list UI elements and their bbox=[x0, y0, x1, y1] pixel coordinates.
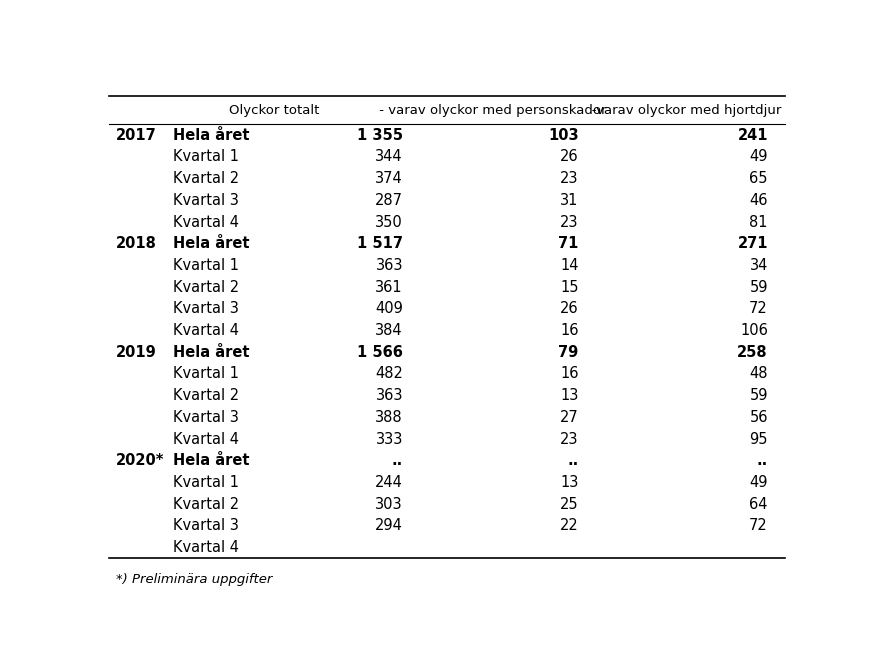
Text: 16: 16 bbox=[560, 366, 579, 382]
Text: Hela året: Hela året bbox=[174, 454, 249, 468]
Text: 26: 26 bbox=[560, 301, 579, 317]
Text: 23: 23 bbox=[560, 215, 579, 229]
Text: Kvartal 4: Kvartal 4 bbox=[174, 215, 239, 229]
Text: Kvartal 2: Kvartal 2 bbox=[174, 171, 239, 186]
Text: Hela året: Hela året bbox=[174, 345, 249, 360]
Text: 13: 13 bbox=[561, 475, 579, 490]
Text: 363: 363 bbox=[376, 258, 403, 273]
Text: 2019: 2019 bbox=[116, 345, 156, 360]
Text: ..: .. bbox=[392, 454, 403, 468]
Text: 71: 71 bbox=[558, 236, 579, 251]
Text: 244: 244 bbox=[375, 475, 403, 490]
Text: 409: 409 bbox=[375, 301, 403, 317]
Text: Kvartal 4: Kvartal 4 bbox=[174, 323, 239, 338]
Text: 2020*: 2020* bbox=[116, 454, 164, 468]
Text: 49: 49 bbox=[749, 475, 768, 490]
Text: 303: 303 bbox=[375, 497, 403, 512]
Text: Kvartal 2: Kvartal 2 bbox=[174, 497, 239, 512]
Text: 65: 65 bbox=[749, 171, 768, 186]
Text: 344: 344 bbox=[375, 150, 403, 164]
Text: 22: 22 bbox=[560, 519, 579, 533]
Text: 482: 482 bbox=[375, 366, 403, 382]
Text: 363: 363 bbox=[376, 389, 403, 403]
Text: 31: 31 bbox=[561, 193, 579, 208]
Text: 1 355: 1 355 bbox=[357, 127, 403, 143]
Text: 46: 46 bbox=[749, 193, 768, 208]
Text: 1 566: 1 566 bbox=[358, 345, 403, 360]
Text: 241: 241 bbox=[738, 127, 768, 143]
Text: 25: 25 bbox=[560, 497, 579, 512]
Text: 72: 72 bbox=[749, 301, 768, 317]
Text: 374: 374 bbox=[375, 171, 403, 186]
Text: Kvartal 1: Kvartal 1 bbox=[174, 150, 239, 164]
Text: 72: 72 bbox=[749, 519, 768, 533]
Text: Kvartal 3: Kvartal 3 bbox=[174, 301, 239, 317]
Text: 2017: 2017 bbox=[116, 127, 156, 143]
Text: 14: 14 bbox=[560, 258, 579, 273]
Text: Kvartal 1: Kvartal 1 bbox=[174, 258, 239, 273]
Text: 56: 56 bbox=[749, 410, 768, 425]
Text: Kvartal 2: Kvartal 2 bbox=[174, 389, 239, 403]
Text: 95: 95 bbox=[749, 431, 768, 447]
Text: 49: 49 bbox=[749, 150, 768, 164]
Text: 103: 103 bbox=[548, 127, 579, 143]
Text: 79: 79 bbox=[558, 345, 579, 360]
Text: 361: 361 bbox=[375, 280, 403, 295]
Text: 27: 27 bbox=[560, 410, 579, 425]
Text: ..: .. bbox=[757, 454, 768, 468]
Text: Kvartal 1: Kvartal 1 bbox=[174, 475, 239, 490]
Text: 15: 15 bbox=[560, 280, 579, 295]
Text: Kvartal 2: Kvartal 2 bbox=[174, 280, 239, 295]
Text: 1 517: 1 517 bbox=[357, 236, 403, 251]
Text: 23: 23 bbox=[560, 171, 579, 186]
Text: -varav olyckor med hjortdjur: -varav olyckor med hjortdjur bbox=[579, 104, 781, 117]
Text: 26: 26 bbox=[560, 150, 579, 164]
Text: Hela året: Hela året bbox=[174, 236, 249, 251]
Text: 23: 23 bbox=[560, 431, 579, 447]
Text: Olyckor totalt: Olyckor totalt bbox=[229, 104, 320, 117]
Text: 59: 59 bbox=[749, 389, 768, 403]
Text: Hela året: Hela året bbox=[174, 127, 249, 143]
Text: 2018: 2018 bbox=[116, 236, 157, 251]
Text: 271: 271 bbox=[738, 236, 768, 251]
Text: 34: 34 bbox=[750, 258, 768, 273]
Text: Kvartal 3: Kvartal 3 bbox=[174, 519, 239, 533]
Text: Kvartal 3: Kvartal 3 bbox=[174, 410, 239, 425]
Text: 16: 16 bbox=[560, 323, 579, 338]
Text: *) Preliminära uppgifter: *) Preliminära uppgifter bbox=[116, 572, 272, 586]
Text: 350: 350 bbox=[375, 215, 403, 229]
Text: Kvartal 3: Kvartal 3 bbox=[174, 193, 239, 208]
Text: 106: 106 bbox=[740, 323, 768, 338]
Text: 258: 258 bbox=[738, 345, 768, 360]
Text: 48: 48 bbox=[749, 366, 768, 382]
Text: Kvartal 4: Kvartal 4 bbox=[174, 540, 239, 555]
Text: Kvartal 1: Kvartal 1 bbox=[174, 366, 239, 382]
Text: 384: 384 bbox=[375, 323, 403, 338]
Text: 388: 388 bbox=[375, 410, 403, 425]
Text: - varav olyckor med personskador: - varav olyckor med personskador bbox=[375, 104, 607, 117]
Text: 64: 64 bbox=[749, 497, 768, 512]
Text: Kvartal 4: Kvartal 4 bbox=[174, 431, 239, 447]
Text: 333: 333 bbox=[376, 431, 403, 447]
Text: 13: 13 bbox=[561, 389, 579, 403]
Text: 287: 287 bbox=[375, 193, 403, 208]
Text: 294: 294 bbox=[375, 519, 403, 533]
Text: 59: 59 bbox=[749, 280, 768, 295]
Text: ..: .. bbox=[568, 454, 579, 468]
Text: 81: 81 bbox=[749, 215, 768, 229]
